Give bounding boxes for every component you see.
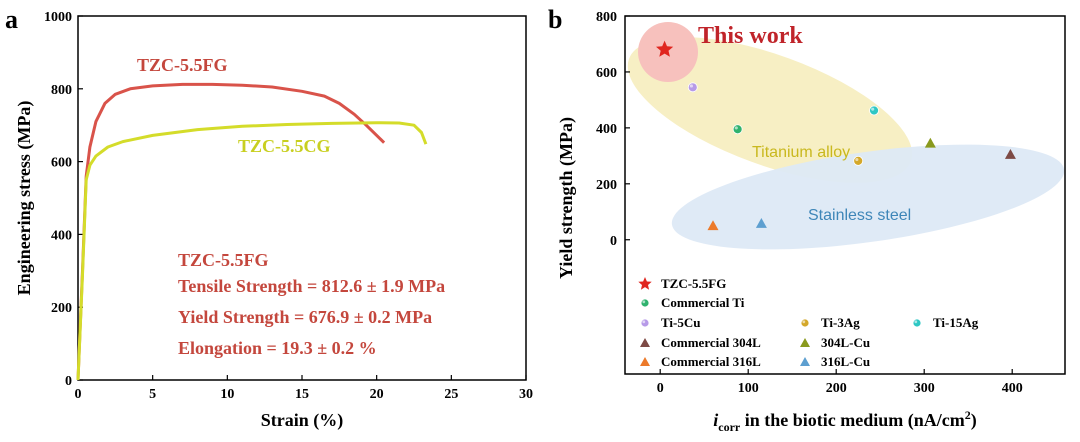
legend-marker-ti-3ag: [800, 318, 810, 328]
x-tick-label-a: 10: [220, 387, 234, 402]
y-tick-label-b: 800: [596, 10, 617, 25]
y-tick-label-a: 200: [51, 301, 72, 316]
legend-marker-ti-15ag: [912, 318, 922, 328]
x-tick-label-a: 0: [75, 387, 82, 402]
series-label-cg: TZC-5.5CG: [238, 136, 331, 156]
titanium-alloy-region: [627, 37, 913, 183]
y-tick-label-a: 400: [51, 228, 72, 243]
point-304l-cu: [924, 137, 936, 148]
legend-marker-ti-5cu: [640, 318, 650, 328]
x-tick-label-b: 0: [657, 381, 664, 396]
legend-marker-316l-cu: [800, 357, 810, 366]
point-ti-3ag: [853, 155, 864, 166]
x-axis-title-b: icorr in the biotic medium (nA/cm2): [713, 408, 977, 434]
titanium-alloy-label: Titanium alloy: [752, 144, 850, 161]
yield-vs-corrosion-chart: Titanium alloy Stainless steel This work…: [556, 10, 1066, 434]
point-316l-cu: [755, 218, 767, 228]
stainless-steel-region: [671, 144, 1065, 250]
point-ti-5cu: [687, 82, 698, 93]
legend-label-commercial-ti: Commercial Ti: [661, 295, 745, 310]
x-tick-label-a: 15: [295, 387, 309, 402]
legend-label-ti-3ag: Ti-3Ag: [821, 315, 860, 330]
annotation-tensile: Tensile Strength = 812.6 ± 1.9 MPa: [178, 276, 445, 296]
legend-marker-304l-cu: [800, 338, 810, 347]
y-tick-label-a: 600: [51, 156, 72, 171]
x-tick-label-b: 300: [914, 381, 935, 396]
x-axis-title-sup: 2: [965, 408, 971, 422]
y-tick-label-a: 0: [65, 374, 72, 389]
legend-marker-commercial-ti: [640, 298, 650, 308]
stainless-steel-label: Stainless steel: [808, 207, 911, 224]
legend-label-304l-cu: 304L-Cu: [821, 335, 870, 350]
series-line-fg: [76, 82, 386, 381]
point-commercial-316l: [707, 220, 719, 231]
x-tick-label-b: 400: [1002, 381, 1023, 396]
legend-label-commercial-304l: Commercial 304L: [661, 335, 761, 350]
plot-frame-b: [624, 15, 1066, 375]
x-tick-label-a: 25: [444, 387, 458, 402]
panel-letter-a: a: [5, 5, 18, 34]
annotation-elongation: Elongation = 19.3 ± 0.2 %: [178, 338, 377, 358]
series-label-fg: TZC-5.5FG: [137, 55, 228, 75]
x-tick-label-b: 200: [826, 381, 847, 396]
y-tick-label-b: 200: [596, 178, 617, 193]
y-tick-label-b: 400: [596, 122, 617, 137]
point-ti-15ag: [869, 105, 879, 116]
legend-marker-commercial-304l: [640, 338, 650, 347]
x-axis-title-rest: in the biotic medium (nA/cm: [740, 410, 965, 431]
legend-label-ti-15ag: Ti-15Ag: [933, 315, 979, 330]
legend-label-commercial-316l: Commercial 316L: [661, 354, 761, 369]
x-tick-label-a: 30: [519, 387, 533, 402]
annotation-title: TZC-5.5FG: [178, 250, 269, 270]
series-line-cg: [76, 121, 428, 381]
legend-label-ti-5cu: Ti-5Cu: [661, 315, 701, 330]
x-axis-title-a: Strain (%): [261, 410, 344, 431]
stress-strain-chart: 0 5 10 15 20 25 30 0 200 400 600 800 1000 Strain (%)…: [14, 10, 533, 431]
legend-marker-commercial-316l: [640, 357, 650, 366]
legend-marker-tzc-5-5fg: [638, 277, 652, 290]
x-axis-title-italic: i: [713, 410, 718, 430]
x-axis-title-sub: corr: [718, 420, 741, 434]
point-commercial-304l: [1004, 148, 1016, 159]
x-tick-label-a: 20: [370, 387, 384, 402]
x-tick-label-b: 100: [738, 381, 759, 396]
y-tick-label-a: 800: [51, 83, 72, 98]
y-axis-title-b: Yield strength (MPa): [556, 117, 577, 279]
legend-label-tzc-5-5fg: TZC-5.5FG: [661, 276, 726, 291]
this-work-label: This work: [698, 23, 803, 49]
y-axis-title-a: Engineering stress (MPa): [14, 101, 35, 296]
annotation-yield: Yield Strength = 676.9 ± 0.2 MPa: [178, 307, 432, 327]
y-tick-label-a: 1000: [44, 10, 72, 25]
y-tick-label-b: 600: [596, 66, 617, 81]
legend-label-316l-cu: 316L-Cu: [821, 354, 870, 369]
point-tzc-5-5fg: [656, 40, 674, 57]
x-tick-label-a: 5: [149, 387, 156, 402]
x-axis-title-end: ): [971, 410, 977, 431]
panel-letter-b: b: [548, 5, 562, 34]
point-commercial-ti: [732, 124, 743, 135]
y-tick-label-b: 0: [610, 234, 617, 249]
